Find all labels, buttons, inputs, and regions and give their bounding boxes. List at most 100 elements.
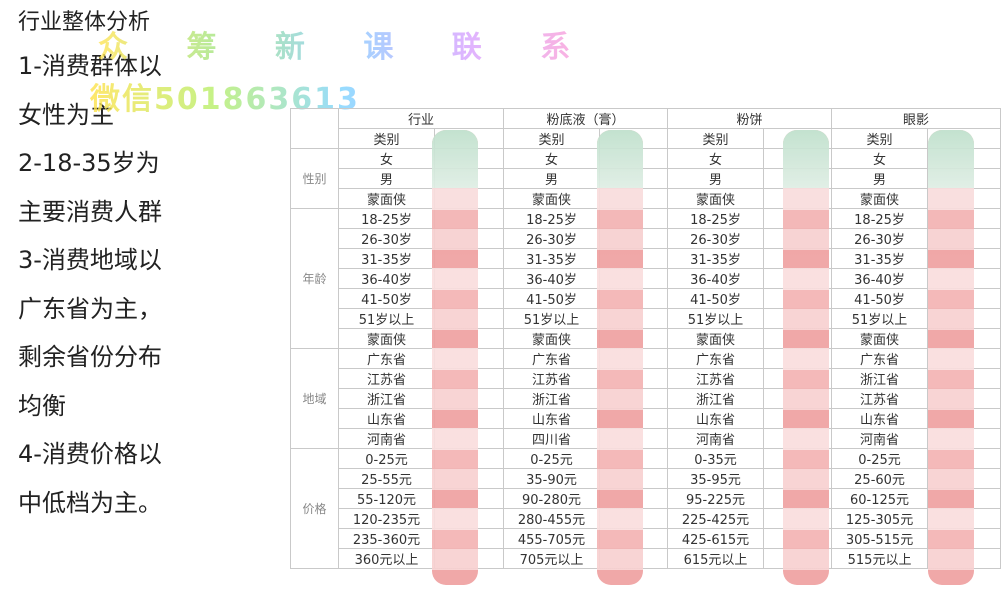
category-cell: 蒙面侠 [503,188,601,209]
analysis-point-line: 4-消费价格以 [18,440,162,468]
group-header: 眼影 [831,108,1002,129]
category-cell: 41-50岁 [831,288,929,309]
category-cell: 305-515元 [831,528,929,549]
table-row: 蒙面侠 蒙面侠 蒙面侠 蒙面侠 [291,188,1002,209]
category-cell: 女 [831,148,929,169]
category-cell: 女 [338,148,435,169]
category-cell: 江苏省 [831,388,929,409]
category-cell: 515元以上 [831,548,929,569]
analysis-point-line: 2-18-35岁为 [18,149,160,177]
category-cell: 31-35岁 [667,248,765,269]
category-cell: 18-25岁 [503,208,601,229]
group-header: 粉饼 [667,108,833,129]
table-row: 江苏省 江苏省 江苏省 浙江省 [291,368,1002,389]
category-cell: 江苏省 [338,368,435,389]
table-row: 235-360元 455-705元 425-615元 305-515元 [291,528,1002,549]
left-panel: 行业整体分析 1-消费群体以 女性为主 2-18-35岁为 主要消费人群 3-消费地域以… [0,0,285,596]
category-cell: 31-35岁 [503,248,601,269]
category-cell: 705元以上 [503,548,601,569]
category-cell: 浙江省 [338,388,435,409]
analysis-point-line: 1-消费群体以 [18,52,162,80]
category-cell: 男 [503,168,601,189]
category-header: 类别 [831,128,929,149]
category-cell: 25-60元 [831,468,929,489]
category-cell: 41-50岁 [667,288,765,309]
table-row: 31-35岁 31-35岁 31-35岁 31-35岁 [291,248,1002,269]
table-row: 26-30岁 26-30岁 26-30岁 26-30岁 [291,228,1002,249]
category-cell: 浙江省 [667,388,765,409]
category-cell: 360元以上 [338,548,435,569]
category-cell: 四川省 [503,428,601,449]
category-cell: 山东省 [338,408,435,429]
category-cell: 蒙面侠 [503,328,601,349]
analysis-table-wrap: 行业 粉底液（膏） 粉饼 眼影 类别 类别 类别 类别 性别女女女女男男男男蒙面侠 蒙面侠 蒙面侠… [290,108,1002,585]
section-label: 地域 [290,348,339,449]
table-row: 120-235元 280-455元 225-425元 125-305元 [291,508,1002,529]
category-header: 类别 [667,128,765,149]
category-cell: 江苏省 [503,368,601,389]
table-row: 蒙面侠 蒙面侠 蒙面侠 蒙面侠 [291,328,1002,349]
category-cell: 女 [503,148,601,169]
category-cell: 31-35岁 [831,248,929,269]
category-cell: 0-25元 [831,448,929,469]
analysis-point-line: 3-消费地域以 [18,246,162,274]
category-cell: 26-30岁 [831,228,929,249]
category-cell: 广东省 [338,348,435,369]
section-label: 性别 [290,148,339,209]
category-cell: 36-40岁 [503,268,601,289]
category-cell: 90-280元 [503,488,601,509]
category-cell: 18-25岁 [667,208,765,229]
category-cell: 615元以上 [667,548,765,569]
table-row: 性别女女女女 [290,148,1002,209]
category-cell: 蒙面侠 [667,328,765,349]
category-cell: 55-120元 [338,488,435,509]
table-row: 地域 广东省 广东省 广东省 广东省 [290,348,1002,449]
table-corner-cell [290,108,339,149]
category-cell: 235-360元 [338,528,435,549]
table-row: 25-55元 35-90元 35-95元 25-60元 [291,468,1002,489]
table-row: 51岁以上 51岁以上 51岁以上 51岁以上 [291,308,1002,329]
category-cell: 25-55元 [338,468,435,489]
category-cell: 河南省 [338,428,435,449]
category-cell: 60-125元 [831,488,929,509]
category-cell: 26-30岁 [667,228,765,249]
category-cell: 广东省 [831,348,929,369]
analysis-points: 1-消费群体以 女性为主 2-18-35岁为 主要消费人群 3-消费地域以 广东省为主， 剩… [18,42,162,527]
group-header: 粉底液（膏） [503,108,669,129]
table-row: 河南省 四川省 河南省 河南省 [291,428,1002,449]
category-cell: 0-25元 [503,448,601,469]
category-cell: 女 [667,148,765,169]
category-cell: 蒙面侠 [338,188,435,209]
table-row: 55-120元 90-280元 95-225元 60-125元 [291,488,1002,509]
category-cell: 41-50岁 [503,288,601,309]
category-cell: 26-30岁 [338,228,435,249]
category-cell: 广东省 [667,348,765,369]
category-header: 类别 [338,128,435,149]
analysis-point-line: 均衡 [18,391,66,420]
category-cell: 浙江省 [831,368,929,389]
analysis-point-line: 剩余省份分布 [18,343,162,371]
table-row: 年龄 18-25岁 18-25岁 18-25岁 18-25岁 [290,208,1002,349]
page-title: 行业整体分析 [18,10,151,35]
blurred-values-column [783,130,829,585]
category-cell: 男 [338,168,435,189]
category-cell: 浙江省 [503,388,601,409]
category-cell: 95-225元 [667,488,765,509]
blurred-values-column [432,130,478,585]
category-cell: 35-90元 [503,468,601,489]
category-cell: 36-40岁 [667,268,765,289]
category-cell: 0-25元 [338,448,435,469]
section-label: 年龄 [290,208,339,349]
category-cell: 51岁以上 [503,308,601,329]
category-cell: 31-35岁 [338,248,435,269]
category-cell: 51岁以上 [667,308,765,329]
analysis-point-line: 主要消费人群 [18,197,162,226]
category-cell: 35-95元 [667,468,765,489]
category-cell: 455-705元 [503,528,601,549]
category-cell: 0-35元 [667,448,765,469]
category-cell: 山东省 [831,408,929,429]
table-row: 360元以上 705元以上 615元以上 515元以上 [291,548,1002,569]
group-header: 行业 [337,108,505,129]
section-label: 价格 [290,448,339,569]
category-cell: 男 [831,168,929,189]
